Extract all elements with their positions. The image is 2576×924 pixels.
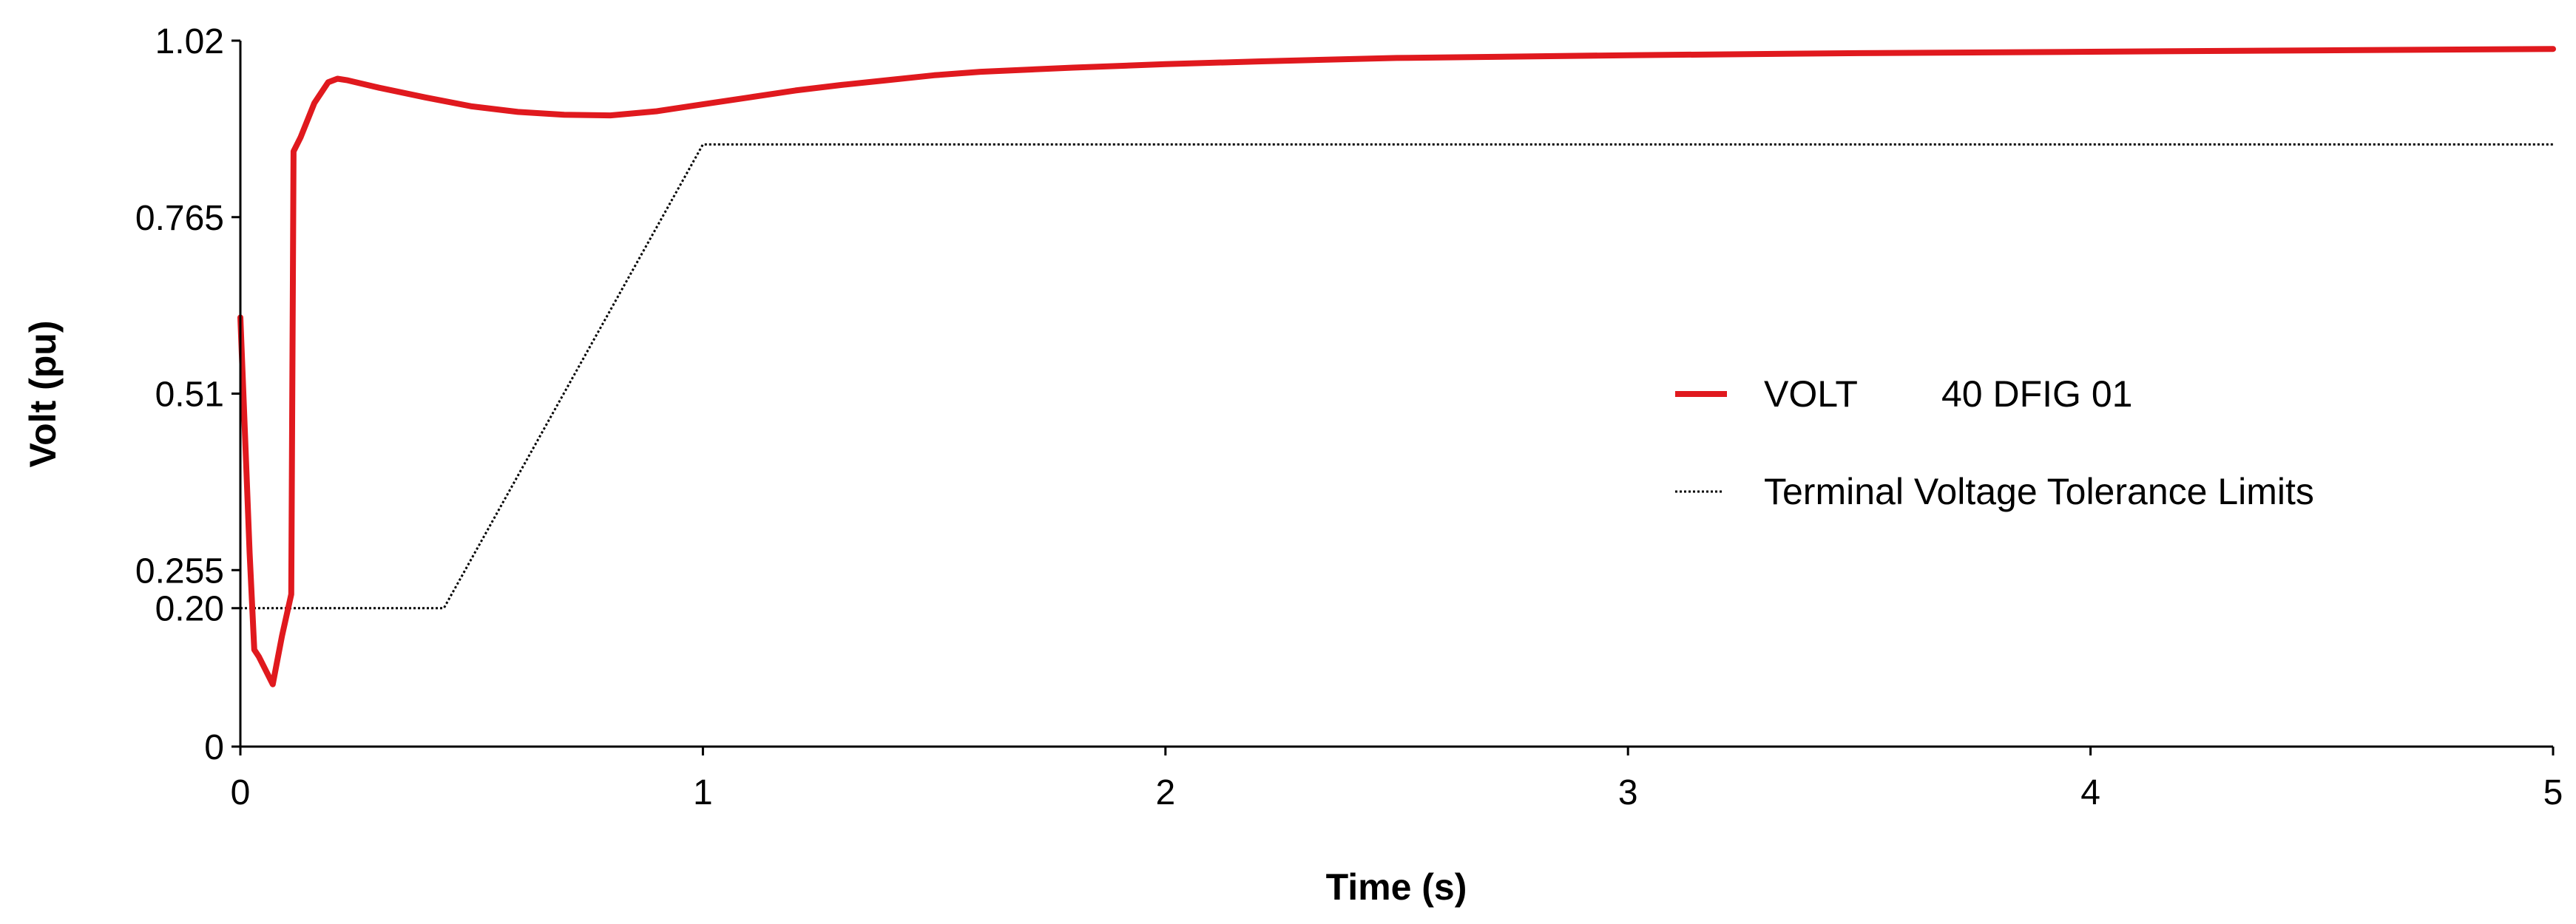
x-tick-label: 4 [2080,773,2100,812]
y-tick-label: 0.20 [155,590,224,629]
series-line-tolerance-limits [240,143,2553,610]
x-tick-label: 1 [693,773,713,812]
y-tick-label: 0.51 [155,376,224,415]
legend: VOLT 40 DFIG 01 Terminal Voltage Toleran… [1675,373,2314,512]
x-tick-label: 2 [1155,773,1175,812]
legend-label-volt: VOLT [1764,373,1858,415]
x-tick-label: 5 [2543,773,2563,812]
x-tick-label: 3 [1618,773,1638,812]
x-axis-title: Time (s) [1326,866,1467,908]
y-ticks: 0 0.200.255 0.51 0.765 1.02 [135,22,240,767]
y-tick-label: 0.765 [135,199,224,238]
y-axis-title: Volt (pu) [22,321,64,468]
y-tick-label: 0.255 [135,551,224,591]
x-tick-label: 0 [231,773,251,812]
x-ticks: 0 1 2 3 4 5 [231,747,2563,812]
plot-lines [237,46,2556,687]
legend-label-volt-id: 40 DFIG 01 [1941,373,2132,415]
y-tick-label: 0 [204,728,224,767]
y-tick-label: 1.02 [155,22,224,61]
series-line-volt [237,46,2556,687]
legend-label-tolerance: Terminal Voltage Tolerance Limits [1764,471,2314,512]
